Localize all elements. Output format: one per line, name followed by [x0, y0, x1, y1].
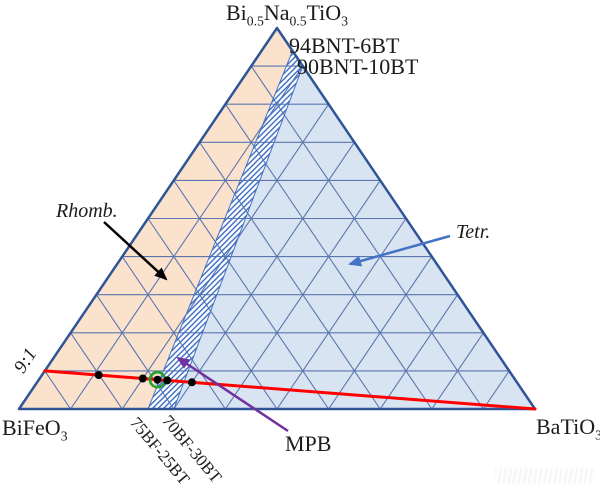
- triangle-border: [17, 26, 537, 411]
- mpb-arrow: [176, 356, 289, 433]
- grid-line-const-bf: [250, 65, 484, 410]
- grid-line-const-bt: [328, 256, 433, 410]
- composition-label-90bnt-10bt: 90BNT-10BT: [297, 54, 419, 79]
- data-point: [94, 371, 103, 380]
- left-vertex-label: BiFeO3: [2, 415, 68, 444]
- watermark: [495, 468, 595, 484]
- data-point: [163, 376, 172, 385]
- grid-line-const-bt: [482, 370, 510, 410]
- grid-line-const-bt: [431, 332, 484, 410]
- data-point: [138, 374, 147, 383]
- rhombohedral-region-label: Rhomb.: [56, 200, 118, 222]
- right-vertex-label: BaTiO3: [536, 414, 600, 443]
- grid-line-const-bt: [276, 218, 407, 410]
- grid-line-const-bf: [147, 218, 278, 410]
- grid-line-const-bf: [44, 370, 72, 410]
- tetr-arrow: [348, 234, 451, 267]
- grid-line-const-bt: [379, 294, 459, 410]
- tetragonal-region-label: Tetr.: [456, 221, 491, 243]
- rhomb-arrow: [103, 221, 168, 281]
- ratio-line: [43, 369, 537, 411]
- grid-line-const-bf: [199, 141, 381, 410]
- mpb-label: MPB: [285, 431, 332, 456]
- data-point: [153, 375, 162, 384]
- top-vertex-label: Bi0.5Na0.5TiO3: [226, 0, 348, 29]
- tetragonal-region: [173, 66, 536, 409]
- grid-line-const-bf: [70, 332, 123, 410]
- grid-line-const-bt: [173, 141, 355, 410]
- data-point: [187, 378, 196, 387]
- composition-label-94bnt-6bt: 94BNT-6BT: [289, 33, 400, 58]
